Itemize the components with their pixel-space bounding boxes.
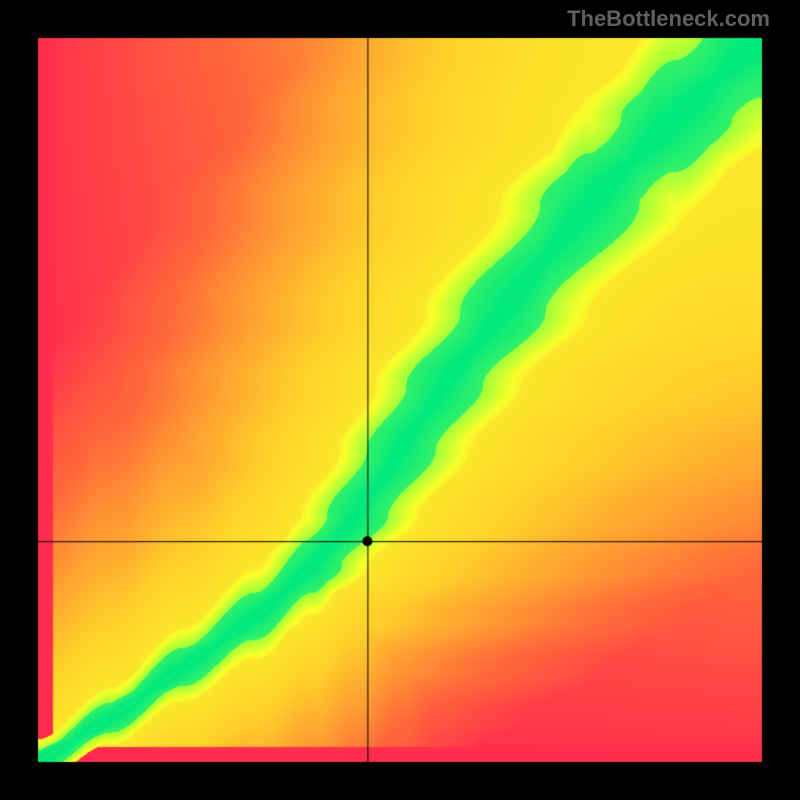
heatmap-canvas — [0, 0, 800, 800]
chart-container: TheBottleneck.com — [0, 0, 800, 800]
watermark-text: TheBottleneck.com — [567, 6, 770, 32]
